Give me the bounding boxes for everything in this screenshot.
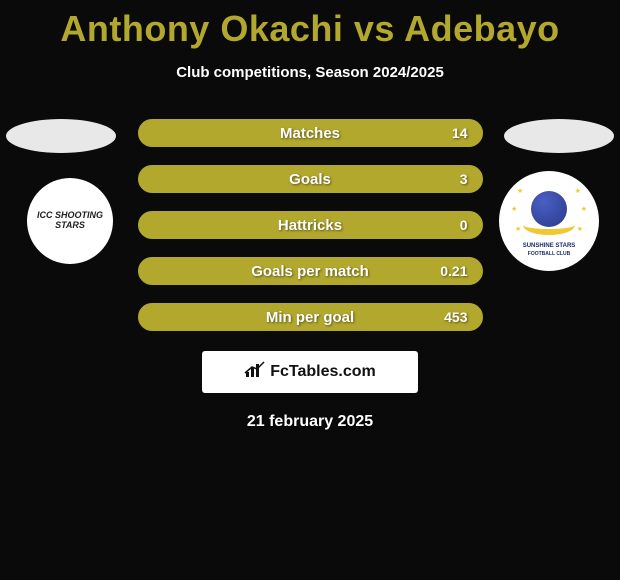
player-photo-left (6, 119, 116, 153)
attribution-badge: FcTables.com (202, 351, 418, 393)
club-right-line2: FOOTBALL CLUB (509, 251, 589, 257)
stat-label: Goals (289, 171, 331, 188)
chart-icon (244, 361, 266, 384)
attribution-text: FcTables.com (270, 363, 376, 381)
stat-value-right: 453 (444, 309, 467, 325)
subtitle: Club competitions, Season 2024/2025 (0, 64, 620, 81)
stat-value-right: 3 (460, 171, 468, 187)
club-badge-left: ICC SHOOTING STARS (27, 178, 113, 264)
stat-row: Goals per match 0.21 (138, 257, 483, 285)
stat-row: Goals 3 (138, 165, 483, 193)
stat-value-right: 14 (452, 125, 468, 141)
stat-row: Matches 14 (138, 119, 483, 147)
club-right-line1: SUNSHINE STARS (509, 243, 589, 249)
stat-row: Min per goal 453 (138, 303, 483, 331)
stat-label: Min per goal (266, 309, 354, 326)
stat-value-right: 0 (460, 217, 468, 233)
club-badge-right: ★ ★ ★ ★ ★ ★ SUNSHINE STARS FOOTBALL CLUB (499, 171, 599, 271)
stat-row: Hattricks 0 (138, 211, 483, 239)
date-label: 21 february 2025 (0, 413, 620, 431)
comparison-title: Anthony Okachi vs Adebayo (0, 0, 620, 50)
player-photo-right (504, 119, 614, 153)
club-left-label: ICC SHOOTING STARS (27, 211, 113, 231)
stat-label: Hattricks (278, 217, 342, 234)
stat-label: Matches (280, 125, 340, 142)
stat-label: Goals per match (251, 263, 369, 280)
stat-value-right: 0.21 (440, 263, 467, 279)
